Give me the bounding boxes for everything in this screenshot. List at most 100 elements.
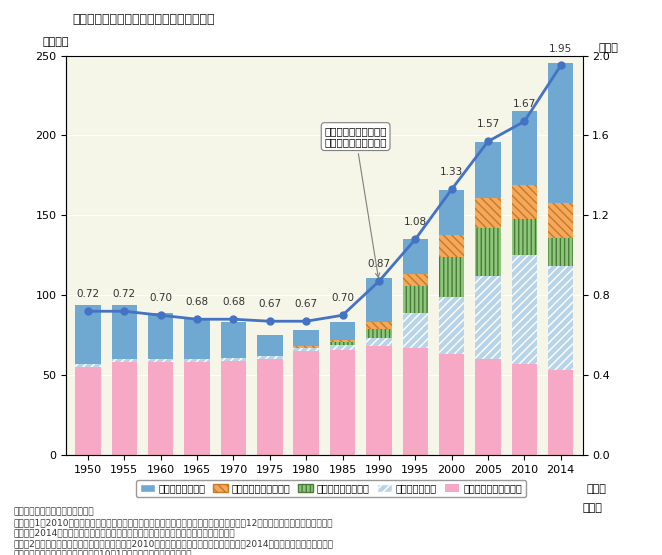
Text: 総人口に占める外国人
人口の割合（右目盛）: 総人口に占める外国人 人口の割合（右目盛） (324, 126, 387, 278)
Bar (220, 361, 246, 455)
Bar (75, 364, 101, 367)
Bar (402, 239, 428, 275)
Legend: その他（左目盛）, フィリピン（左目盛）, ブラジル（左目盛）, 中国（左目盛）, 韓国・朝鮮（左目盛）: その他（左目盛）, フィリピン（左目盛）, ブラジル（左目盛）, 中国（左目盛）… (136, 480, 526, 497)
Bar (75, 367, 101, 455)
Bar (548, 63, 573, 203)
Text: 0.87: 0.87 (367, 259, 391, 269)
Bar (475, 228, 500, 276)
Y-axis label: （万人）: （万人） (42, 38, 69, 48)
Bar (366, 278, 392, 322)
Bar (112, 305, 137, 359)
Bar (548, 203, 573, 238)
Bar (402, 239, 428, 275)
Text: 資料：法務省「在留外国人統計」
（注）、1．2010年までは、「外国人登録令」、「外国人登録法」に基づき登録された各年12月末日現在の外国人登録者数。
　　　　: 資料：法務省「在留外国人統計」 （注）、1．2010年までは、「外国人登録令」、… (13, 508, 333, 555)
Text: 図表1-1-19: 図表1-1-19 (7, 13, 67, 26)
Bar (439, 355, 464, 455)
Bar (402, 313, 428, 348)
Bar (257, 359, 283, 455)
Bar (75, 364, 101, 367)
Bar (330, 322, 355, 340)
Bar (185, 319, 210, 359)
Bar (439, 257, 464, 297)
Bar (366, 339, 392, 346)
Bar (148, 362, 173, 455)
Bar (512, 219, 537, 255)
Bar (402, 275, 428, 286)
Bar (330, 340, 355, 342)
Text: （年）: （年） (586, 484, 606, 494)
Bar (439, 235, 464, 257)
Text: 0.70: 0.70 (331, 293, 354, 303)
Bar (293, 351, 319, 455)
Bar (185, 359, 210, 362)
Text: 0.72: 0.72 (76, 289, 99, 299)
Bar (330, 350, 355, 455)
Bar (512, 364, 537, 455)
Bar (293, 346, 319, 348)
Bar (330, 340, 355, 342)
Text: 0.70: 0.70 (149, 293, 172, 303)
Bar (75, 305, 101, 364)
Bar (366, 346, 392, 455)
Bar (475, 198, 500, 228)
Bar (512, 219, 537, 255)
Bar (439, 190, 464, 235)
Text: 1.08: 1.08 (404, 218, 427, 228)
Bar (439, 190, 464, 235)
Y-axis label: （％）: （％） (598, 43, 618, 53)
Bar (293, 346, 319, 348)
Bar (148, 359, 173, 362)
Bar (402, 286, 428, 313)
Bar (402, 275, 428, 286)
Bar (148, 313, 173, 359)
Text: 1.67: 1.67 (513, 99, 536, 109)
Bar (475, 142, 500, 198)
Bar (330, 342, 355, 345)
Text: 0.68: 0.68 (185, 297, 209, 307)
Bar (75, 305, 101, 364)
Bar (439, 257, 464, 297)
Bar (548, 266, 573, 370)
Bar (330, 342, 355, 345)
Bar (475, 276, 500, 359)
Bar (402, 286, 428, 313)
Bar (257, 335, 283, 356)
Bar (439, 235, 464, 257)
Text: 0.68: 0.68 (222, 297, 245, 307)
Bar (548, 238, 573, 266)
Bar (512, 112, 537, 185)
Bar (512, 255, 537, 364)
Bar (220, 357, 246, 361)
Text: 外国人人口及び総人口に占める割合の推移: 外国人人口及び総人口に占める割合の推移 (73, 13, 215, 26)
Bar (112, 362, 137, 455)
Bar (366, 322, 392, 329)
Bar (220, 357, 246, 361)
Bar (330, 345, 355, 350)
Bar (220, 322, 246, 357)
Bar (402, 313, 428, 348)
Bar (548, 238, 573, 266)
Text: 0.72: 0.72 (113, 289, 136, 299)
Bar (330, 322, 355, 340)
Bar (257, 335, 283, 356)
Bar (293, 330, 319, 346)
Text: （年）: （年） (583, 503, 602, 513)
Bar (512, 185, 537, 219)
Bar (330, 345, 355, 350)
Bar (548, 266, 573, 370)
Bar (366, 329, 392, 339)
Text: 1.95: 1.95 (549, 43, 573, 53)
Bar (475, 228, 500, 276)
Bar (366, 329, 392, 339)
Bar (148, 313, 173, 359)
Bar (366, 339, 392, 346)
Bar (257, 356, 283, 359)
Bar (548, 203, 573, 238)
Bar (293, 348, 319, 351)
Bar (185, 362, 210, 455)
Bar (112, 305, 137, 359)
Bar (366, 278, 392, 322)
Text: 0.67: 0.67 (258, 299, 281, 309)
Bar (220, 322, 246, 357)
Bar (185, 319, 210, 359)
